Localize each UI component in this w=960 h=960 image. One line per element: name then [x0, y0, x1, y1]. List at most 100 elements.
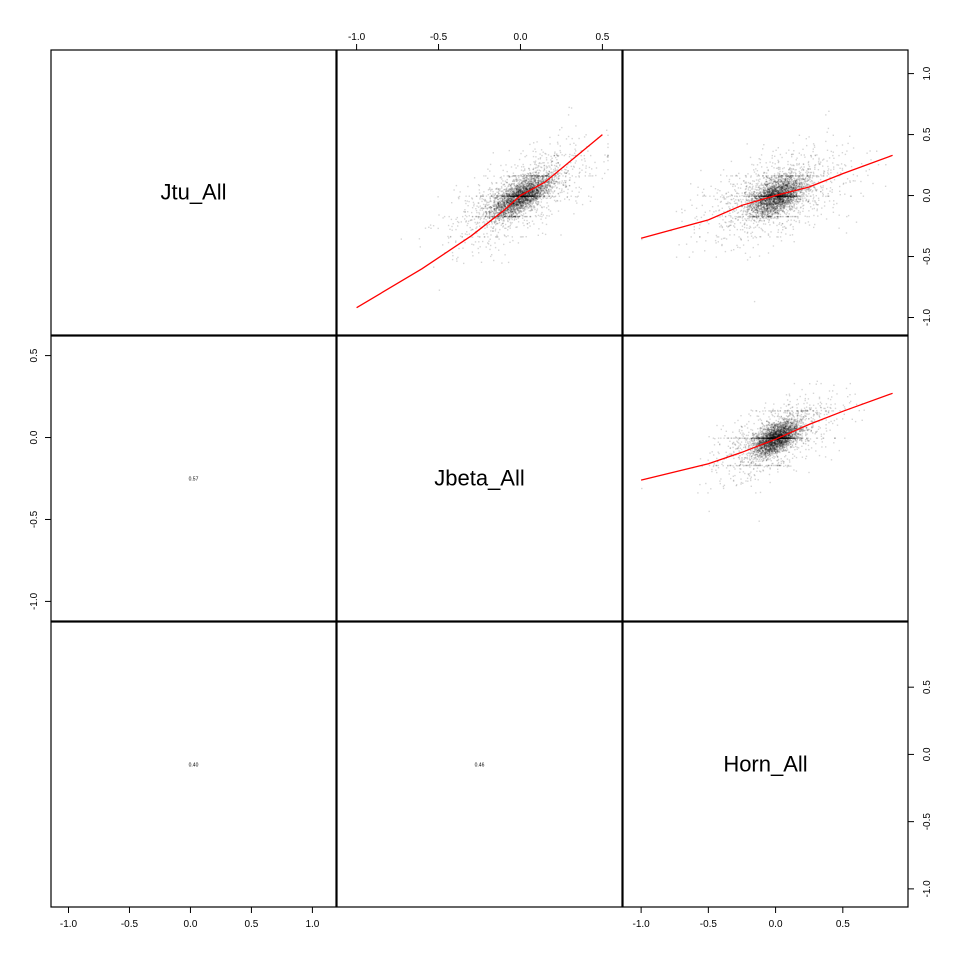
point	[523, 191, 526, 193]
point	[803, 154, 805, 156]
point	[536, 175, 539, 177]
point	[529, 194, 531, 197]
point	[511, 189, 513, 191]
point	[784, 172, 786, 175]
point	[491, 183, 493, 185]
point	[554, 167, 556, 169]
point	[518, 202, 521, 204]
point	[457, 196, 460, 199]
point	[512, 195, 514, 197]
point	[525, 194, 527, 197]
point	[525, 188, 527, 190]
point	[515, 180, 517, 182]
point	[792, 191, 794, 193]
point	[527, 193, 529, 195]
point	[552, 172, 555, 174]
point	[534, 179, 536, 181]
point	[508, 202, 511, 204]
point	[517, 215, 519, 218]
point	[783, 173, 785, 175]
point	[775, 187, 778, 189]
point	[532, 198, 534, 200]
point	[535, 190, 538, 192]
point	[777, 202, 779, 205]
point	[498, 209, 501, 211]
point	[543, 165, 545, 167]
point	[550, 161, 553, 164]
point	[489, 212, 491, 214]
point	[503, 195, 505, 197]
point	[525, 198, 527, 200]
point	[530, 198, 533, 201]
point	[509, 197, 511, 199]
point	[520, 195, 522, 197]
point	[542, 180, 544, 182]
point	[783, 205, 785, 208]
point	[520, 200, 522, 203]
point	[553, 154, 556, 157]
point	[518, 195, 520, 197]
point	[513, 198, 516, 200]
point	[769, 194, 772, 197]
point	[515, 202, 517, 204]
point	[484, 215, 487, 217]
point	[524, 195, 526, 197]
point	[510, 195, 512, 197]
point	[736, 192, 738, 194]
point	[502, 216, 504, 219]
scatter-panel-horn-vs-jtu	[640, 110, 893, 303]
point	[543, 169, 546, 171]
point	[523, 219, 526, 221]
point	[782, 229, 784, 231]
point	[503, 206, 505, 209]
point	[497, 198, 499, 201]
point	[516, 195, 519, 197]
point	[519, 206, 521, 208]
point	[466, 215, 468, 218]
point	[526, 182, 528, 185]
point	[525, 197, 527, 199]
point	[505, 193, 508, 195]
point	[515, 203, 518, 206]
point	[531, 191, 534, 193]
point	[522, 199, 524, 201]
point	[521, 210, 523, 213]
point	[489, 208, 492, 210]
point	[776, 196, 778, 199]
point	[449, 236, 452, 238]
point	[512, 199, 514, 201]
point	[537, 181, 540, 184]
point	[572, 165, 575, 167]
point	[508, 193, 510, 196]
point	[514, 193, 517, 195]
point	[752, 192, 754, 194]
point	[758, 205, 761, 207]
point	[550, 155, 552, 158]
point	[532, 198, 535, 200]
point	[533, 186, 535, 188]
point	[490, 207, 493, 209]
point	[516, 186, 518, 188]
point	[523, 195, 525, 197]
point	[793, 184, 796, 186]
point	[513, 192, 516, 194]
point	[497, 215, 500, 218]
point	[502, 192, 505, 194]
point	[521, 203, 524, 205]
point	[442, 217, 444, 219]
point	[800, 206, 802, 208]
point	[536, 190, 538, 192]
point	[532, 182, 534, 184]
point	[517, 186, 519, 189]
point	[518, 211, 520, 213]
point	[808, 193, 810, 195]
point	[515, 195, 518, 198]
point	[763, 195, 766, 198]
point	[529, 192, 531, 194]
point	[539, 187, 541, 189]
point	[508, 204, 510, 206]
point	[556, 199, 558, 202]
point	[539, 185, 542, 187]
point	[513, 206, 515, 208]
point	[523, 177, 525, 179]
